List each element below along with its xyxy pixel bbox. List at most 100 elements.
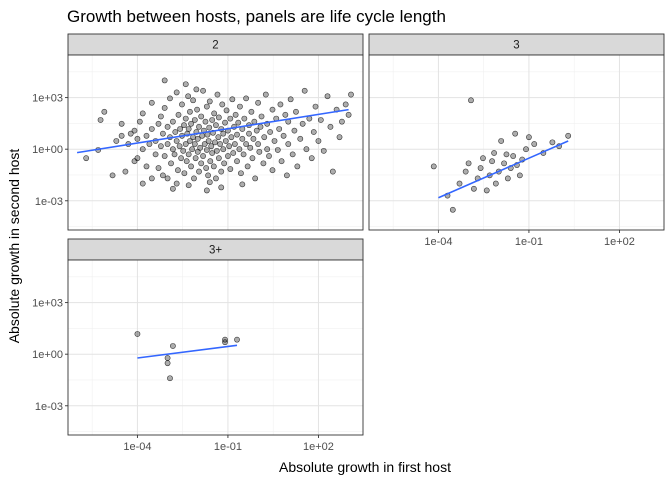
data-point xyxy=(167,95,173,102)
data-point xyxy=(456,180,463,187)
data-point xyxy=(221,160,228,167)
data-point xyxy=(531,141,538,147)
data-point xyxy=(516,172,523,179)
data-point xyxy=(223,107,230,114)
data-point xyxy=(235,119,242,126)
data-point xyxy=(339,118,345,125)
data-point xyxy=(327,123,334,130)
data-point xyxy=(148,126,155,132)
data-point xyxy=(173,89,180,96)
panel-border xyxy=(67,54,364,231)
data-point xyxy=(277,101,284,108)
data-point xyxy=(173,180,180,187)
data-point xyxy=(280,132,287,139)
data-point xyxy=(243,141,249,147)
data-point xyxy=(246,130,252,137)
data-point xyxy=(565,132,572,139)
data-point xyxy=(243,95,249,102)
data-point xyxy=(222,336,228,343)
data-point xyxy=(179,101,185,108)
data-point xyxy=(249,155,256,162)
data-point xyxy=(248,108,255,115)
data-point xyxy=(171,151,178,158)
data-point xyxy=(170,118,176,125)
data-point xyxy=(131,158,138,165)
data-point xyxy=(157,143,164,150)
x-tick-label: 1e-04 xyxy=(424,236,452,248)
data-point xyxy=(230,150,237,156)
data-point xyxy=(215,134,222,141)
data-point xyxy=(225,153,231,159)
data-point xyxy=(256,148,263,155)
data-point xyxy=(348,91,354,98)
data-point xyxy=(139,180,146,187)
data-point xyxy=(157,113,164,120)
data-point xyxy=(244,163,251,170)
data-point xyxy=(510,153,517,159)
data-point xyxy=(191,141,198,147)
data-point xyxy=(317,117,324,123)
data-point xyxy=(189,146,196,153)
data-point xyxy=(83,155,90,162)
data-point xyxy=(222,119,228,126)
data-point xyxy=(258,113,265,120)
y-tick-label: 1e+00 xyxy=(32,349,63,361)
data-point xyxy=(178,155,184,162)
data-point xyxy=(175,111,182,118)
y-tick-label: 1e+00 xyxy=(32,144,63,156)
data-point xyxy=(155,120,162,127)
data-point xyxy=(160,130,166,137)
data-point xyxy=(501,160,507,167)
data-point xyxy=(260,160,267,167)
data-point xyxy=(261,134,268,141)
data-point xyxy=(211,110,218,117)
data-point xyxy=(175,167,181,174)
data-point xyxy=(122,168,129,175)
panel-strip-label: 2 xyxy=(212,40,218,52)
trend-line xyxy=(76,108,349,154)
data-point xyxy=(222,138,229,144)
data-point xyxy=(161,105,168,111)
data-point xyxy=(228,134,235,141)
data-point xyxy=(161,153,168,159)
data-point xyxy=(471,185,477,192)
data-point xyxy=(164,175,171,182)
data-point xyxy=(214,91,221,98)
data-point xyxy=(489,158,495,165)
data-point xyxy=(342,101,349,108)
data-point xyxy=(168,160,174,167)
data-point xyxy=(196,123,202,130)
data-point xyxy=(167,375,173,382)
data-point xyxy=(213,175,219,182)
data-point xyxy=(207,158,214,165)
data-point xyxy=(234,158,240,165)
data-point xyxy=(183,158,190,165)
data-point xyxy=(209,150,216,156)
data-point xyxy=(291,127,298,134)
panel-strip-label: 3 xyxy=(513,40,519,52)
data-point xyxy=(218,168,225,175)
data-point xyxy=(205,172,211,179)
data-point xyxy=(219,101,226,108)
data-point xyxy=(193,86,200,93)
data-point xyxy=(227,166,234,172)
data-point xyxy=(267,129,274,135)
data-point xyxy=(196,168,202,175)
data-point xyxy=(187,138,193,144)
data-point xyxy=(285,141,292,147)
data-point xyxy=(192,155,199,162)
data-point xyxy=(213,147,220,154)
data-point xyxy=(172,129,179,135)
data-point xyxy=(289,151,296,158)
data-point xyxy=(512,130,519,137)
data-point xyxy=(185,182,192,189)
data-point xyxy=(180,147,187,154)
data-point xyxy=(199,132,206,139)
y-tick-label: 1e+03 xyxy=(32,298,63,310)
data-point xyxy=(190,97,196,104)
data-point xyxy=(220,130,227,137)
data-point xyxy=(205,138,212,144)
data-point xyxy=(297,135,304,142)
data-point xyxy=(240,151,247,158)
